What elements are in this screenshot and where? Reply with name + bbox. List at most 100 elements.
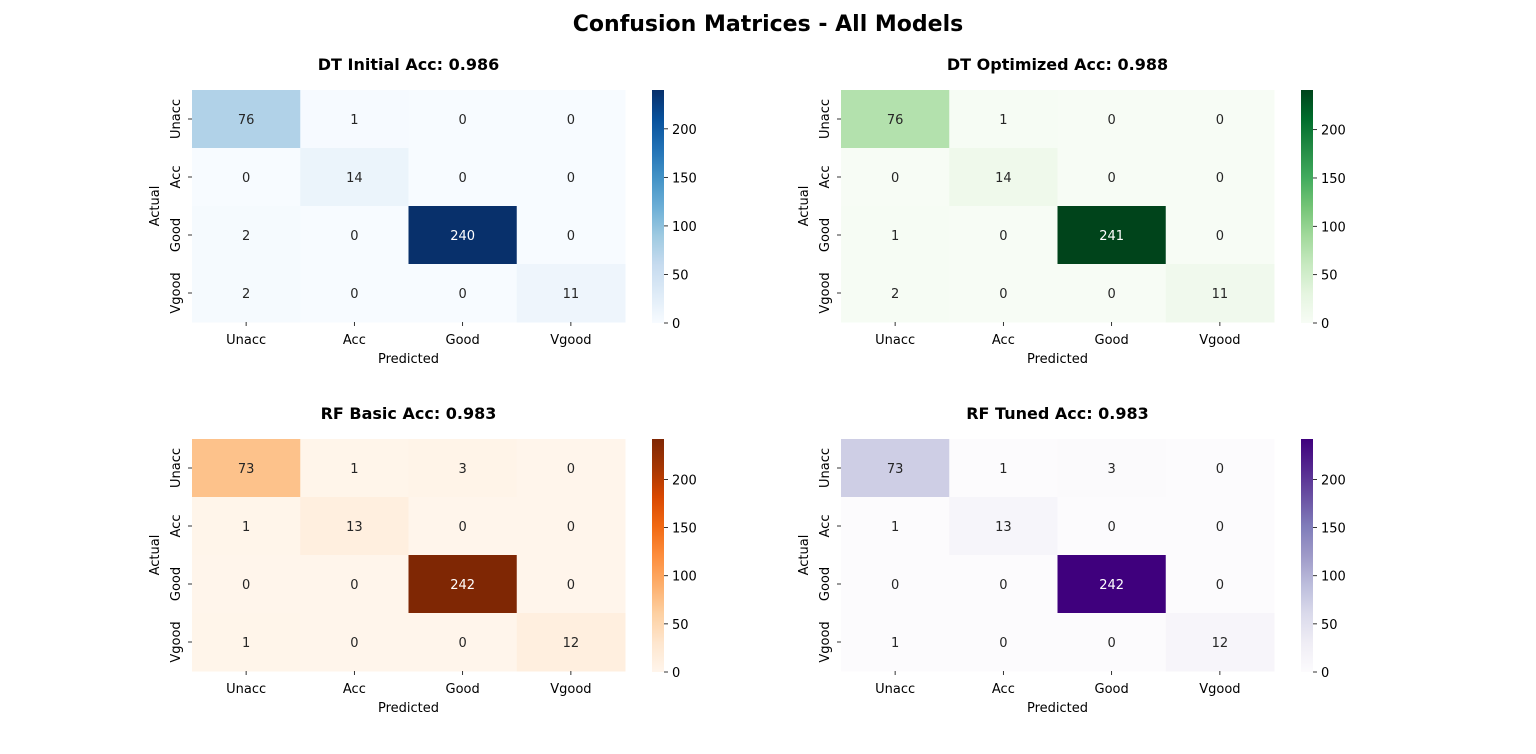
heatmap-cell [1165, 613, 1275, 672]
panel-title: DT Optimized Acc: 0.988 [947, 55, 1168, 74]
cell-value-label: 0 [567, 229, 575, 244]
heatmap-cell [1165, 90, 1275, 149]
cell-value-label: 0 [999, 229, 1007, 244]
y-tick-label: Vgood [169, 272, 184, 313]
y-tick-label: Vgood [818, 621, 833, 662]
y-tick-label: Good [169, 218, 184, 252]
heatmap-cell [192, 439, 301, 498]
y-axis-label: Actual [148, 186, 163, 227]
colorbar-tick-label: 0 [672, 666, 680, 681]
cell-value-label: 14 [995, 171, 1012, 186]
heatmap-cell [300, 206, 409, 265]
y-axis-label: Actual [797, 535, 812, 576]
heatmap-cell [516, 90, 626, 149]
heatmap-cell [516, 555, 626, 614]
cell-value-label: 13 [995, 520, 1012, 535]
cell-value-label: 0 [1107, 171, 1115, 186]
heatmap-cell [300, 90, 409, 149]
cell-value-label: 1 [242, 520, 250, 535]
cell-value-label: 2 [242, 229, 250, 244]
heatmap-cell [300, 497, 409, 556]
cell-value-label: 0 [567, 171, 575, 186]
y-tick-label: Vgood [818, 272, 833, 313]
x-tick-label: Good [446, 333, 480, 348]
x-axis-label: Predicted [1027, 352, 1088, 367]
y-tick-label: Unacc [818, 448, 833, 488]
x-tick-label: Vgood [1199, 682, 1240, 697]
cell-value-label: 3 [1107, 462, 1115, 477]
cell-value-label: 1 [999, 462, 1007, 477]
cell-value-label: 0 [1107, 636, 1115, 651]
x-tick-label: Good [446, 682, 480, 697]
cell-value-label: 0 [567, 113, 575, 128]
y-axis-label: Actual [148, 535, 163, 576]
colorbar-tick-label: 150 [672, 171, 697, 186]
y-tick-label: Vgood [169, 621, 184, 662]
heatmap-cell [300, 148, 409, 207]
heatmap-cell [841, 148, 950, 207]
colorbar-tick-label: 50 [672, 618, 689, 633]
heatmap-cell [300, 264, 409, 323]
colorbar-tick-label: 0 [1321, 317, 1329, 332]
heatmap-cell [516, 206, 626, 265]
cell-value-label: 1 [891, 636, 899, 651]
cell-value-label: 13 [346, 520, 363, 535]
y-tick-label: Good [818, 567, 833, 601]
heatmap-cell [841, 555, 950, 614]
heatmap-cell [841, 206, 950, 265]
panel-title: DT Initial Acc: 0.986 [318, 55, 500, 74]
cell-value-label: 2 [242, 287, 250, 302]
y-axis-label: Actual [797, 186, 812, 227]
cell-value-label: 242 [450, 578, 475, 593]
cell-value-label: 0 [1216, 462, 1224, 477]
heatmap-cell [1057, 90, 1167, 149]
y-tick-label: Unacc [818, 99, 833, 139]
cell-value-label: 2 [891, 287, 899, 302]
colorbar-tick-label: 150 [672, 522, 697, 537]
x-tick-label: Acc [343, 333, 366, 348]
heatmap-cell [949, 264, 1058, 323]
cell-value-label: 0 [1107, 287, 1115, 302]
y-tick-label: Good [818, 218, 833, 252]
heatmap-cell [841, 264, 950, 323]
heatmap-cell [192, 613, 301, 672]
cell-value-label: 0 [1216, 171, 1224, 186]
colorbar-tick-label: 200 [1321, 124, 1346, 139]
cell-value-label: 76 [887, 113, 904, 128]
cell-value-label: 0 [891, 578, 899, 593]
heatmap-cell [841, 439, 950, 498]
cell-value-label: 0 [999, 578, 1007, 593]
colorbar-tick-label: 50 [672, 268, 689, 283]
x-tick-label: Acc [343, 682, 366, 697]
heatmap-cell [408, 148, 518, 207]
colorbar-tick-label: 200 [672, 473, 697, 488]
heatmap-cell [516, 148, 626, 207]
heatmap-cell [841, 90, 950, 149]
colorbar [652, 439, 664, 672]
x-tick-label: Good [1095, 682, 1129, 697]
cell-value-label: 0 [1216, 113, 1224, 128]
x-tick-label: Unacc [226, 682, 266, 697]
heatmap-cell [1057, 613, 1167, 672]
colorbar-tick-label: 0 [672, 317, 680, 332]
heatmap-cell [1165, 555, 1275, 614]
heatmap-cell [408, 90, 518, 149]
heatmap-cell [1165, 497, 1275, 556]
cell-value-label: 0 [1107, 113, 1115, 128]
cell-value-label: 12 [1212, 636, 1229, 651]
heatmap-cell [192, 90, 301, 149]
cell-value-label: 0 [350, 287, 358, 302]
cell-value-label: 0 [567, 520, 575, 535]
heatmap-cell [408, 613, 518, 672]
cell-value-label: 0 [458, 171, 466, 186]
cell-value-label: 0 [567, 578, 575, 593]
heatmap-cell [949, 497, 1058, 556]
cell-value-label: 0 [350, 229, 358, 244]
heatmap-cell [300, 439, 409, 498]
cell-value-label: 0 [567, 462, 575, 477]
